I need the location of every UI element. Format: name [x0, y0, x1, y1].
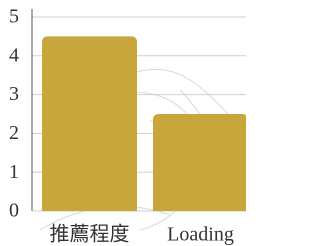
page: {"chart_data": {"type": "bar", "categori… [0, 0, 246, 246]
y-tick-label: 0 [9, 200, 19, 222]
y-tick-label: 3 [9, 83, 19, 105]
y-tick-label: 2 [9, 122, 19, 144]
chart: 0 1 2 3 4 5 推薦程度 Loading [0, 0, 246, 246]
bar [42, 36, 137, 211]
x-tick-label: Loading [167, 224, 234, 246]
y-tick-label: 4 [9, 44, 19, 66]
x-tick-label: 推薦程度 [50, 223, 130, 246]
y-tick-label: 1 [9, 161, 19, 183]
y-tick-label: 5 [9, 6, 19, 28]
bar [153, 114, 246, 211]
